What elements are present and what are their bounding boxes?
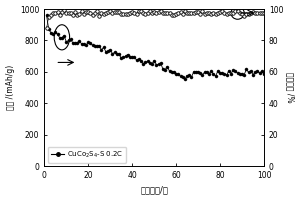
$\bullet$ CuCo$_2$S$_4$-S 0.2C xyxy=(254,71,257,74)
Y-axis label: 容量 /(mAh/g): 容量 /(mAh/g) xyxy=(6,65,15,110)
$\bullet$ CuCo$_2$S$_4$-S 0.2C xyxy=(183,78,187,80)
$\bullet$ CuCo$_2$S$_4$-S 0.2C xyxy=(174,73,178,75)
Y-axis label: 库仓效率 /%: 库仓效率 /% xyxy=(285,72,294,103)
X-axis label: 循环次数/次: 循环次数/次 xyxy=(140,185,168,194)
$\bullet$ CuCo$_2$S$_4$-S 0.2C xyxy=(262,73,266,76)
$\bullet$ CuCo$_2$S$_4$-S 0.2C xyxy=(247,71,250,74)
$\bullet$ CuCo$_2$S$_4$-S 0.2C xyxy=(157,63,160,66)
$\bullet$ CuCo$_2$S$_4$-S 0.2C xyxy=(95,45,99,47)
$\bullet$ CuCo$_2$S$_4$-S 0.2C xyxy=(86,41,90,44)
Line: $\bullet$ CuCo$_2$S$_4$-S 0.2C: $\bullet$ CuCo$_2$S$_4$-S 0.2C xyxy=(45,14,266,81)
Legend: CuCo$_2$S$_4$-S 0.2C: CuCo$_2$S$_4$-S 0.2C xyxy=(48,147,126,163)
$\bullet$ CuCo$_2$S$_4$-S 0.2C xyxy=(45,14,48,17)
